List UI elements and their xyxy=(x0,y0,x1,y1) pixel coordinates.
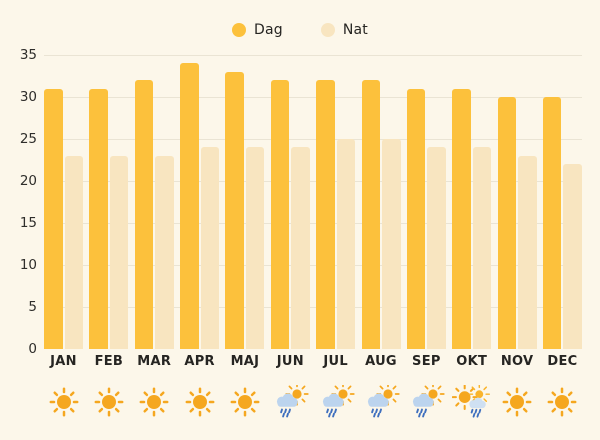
dag-dot-icon xyxy=(231,23,246,37)
y-tick-label: 25 xyxy=(19,131,37,147)
month-label-feb: FEB xyxy=(94,354,124,369)
bar-dag-jul xyxy=(316,80,335,349)
y-tick-label: 15 xyxy=(19,215,37,231)
gridline xyxy=(44,307,582,308)
sun-rain-icon xyxy=(362,385,401,419)
bar-group-sep xyxy=(406,55,446,349)
bar-dag-sep xyxy=(406,88,426,349)
bar-group-jun xyxy=(270,55,310,349)
y-tick-label: 5 xyxy=(28,299,37,315)
gridline xyxy=(44,265,582,266)
gridline xyxy=(44,181,582,182)
month-label-nov: NOV xyxy=(500,354,534,369)
month-label-jul: JUL xyxy=(323,354,348,369)
bar-nat-aug xyxy=(382,139,401,349)
bar-dag-nov xyxy=(497,97,517,349)
bar-nat-dec xyxy=(563,164,582,349)
bar-nat-sep xyxy=(427,147,446,349)
y-tick-label: 10 xyxy=(19,257,37,273)
gridline xyxy=(44,97,582,98)
bar-group-jul xyxy=(316,55,356,349)
bar-nat-jun xyxy=(291,147,310,349)
y-tick-label: 20 xyxy=(19,173,37,189)
bar-nat-apr xyxy=(200,147,220,349)
sun-and-rain-icon xyxy=(452,385,491,419)
month-label-okt: OKT xyxy=(456,354,488,369)
sun-icon xyxy=(135,385,174,419)
bar-dag-jun xyxy=(270,80,290,349)
bars xyxy=(44,55,582,349)
weather-icon-row xyxy=(44,385,582,419)
plot-area xyxy=(44,55,582,349)
sun-rain-icon xyxy=(316,385,355,419)
month-label-maj: MAJ xyxy=(230,354,260,369)
bar-dag-jan xyxy=(44,88,63,349)
y-tick-label: 35 xyxy=(19,47,37,63)
bar-nat-mar xyxy=(155,155,174,349)
month-label-sep: SEP xyxy=(412,354,441,369)
bar-dag-aug xyxy=(361,80,381,349)
sun-icon xyxy=(543,385,582,419)
legend-item-dag: Dag xyxy=(231,22,283,38)
bar-group-feb xyxy=(89,55,129,349)
month-label-aug: AUG xyxy=(365,354,397,369)
bar-nat-maj xyxy=(245,147,265,349)
gridline xyxy=(44,139,582,140)
bar-group-aug xyxy=(361,55,401,349)
bar-nat-nov xyxy=(518,155,537,349)
bar-group-apr xyxy=(180,55,220,349)
bar-group-okt xyxy=(452,55,492,349)
bar-nat-jul xyxy=(336,139,356,349)
sun-icon xyxy=(225,385,264,419)
bar-group-jan xyxy=(44,55,83,349)
month-label-dec: DEC xyxy=(547,354,578,369)
sun-icon xyxy=(180,385,219,419)
bar-dag-okt xyxy=(452,88,471,349)
bar-dag-feb xyxy=(89,88,108,349)
bar-group-maj xyxy=(225,55,265,349)
gridline xyxy=(44,55,582,56)
bar-group-nov xyxy=(497,55,537,349)
bar-nat-okt xyxy=(472,147,492,349)
bar-nat-feb xyxy=(109,155,129,349)
y-tick-label: 30 xyxy=(19,89,37,105)
bar-dag-maj xyxy=(225,71,244,349)
sun-icon xyxy=(44,385,83,419)
month-label-jun: JUN xyxy=(276,354,304,369)
sun-rain-icon xyxy=(271,385,310,419)
bar-dag-apr xyxy=(180,63,199,349)
legend-label-nat: Nat xyxy=(342,22,368,38)
bar-group-dec xyxy=(542,55,582,349)
nat-dot-icon xyxy=(320,23,335,37)
bar-dag-mar xyxy=(134,80,154,349)
gridline xyxy=(44,223,582,224)
sun-icon xyxy=(89,385,128,419)
sun-icon xyxy=(498,385,537,419)
bar-nat-jan xyxy=(64,155,83,349)
y-axis: 35 30 25 20 15 10 5 0 xyxy=(0,47,37,357)
bar-dag-dec xyxy=(542,97,562,349)
month-label-jan: JAN xyxy=(50,354,77,369)
x-axis-months: JAN FEB MAR APR MAJ JUN JUL AUG SEP OKT NOV DEC xyxy=(44,354,582,369)
legend-item-nat: Nat xyxy=(320,22,368,38)
bar-group-mar xyxy=(134,55,174,349)
chart-legend: Dag Nat xyxy=(0,22,600,38)
sun-rain-icon xyxy=(407,385,446,419)
y-tick-label: 0 xyxy=(28,341,37,357)
month-label-apr: APR xyxy=(184,354,215,369)
legend-label-dag: Dag xyxy=(253,22,283,38)
month-label-mar: MAR xyxy=(137,354,172,369)
